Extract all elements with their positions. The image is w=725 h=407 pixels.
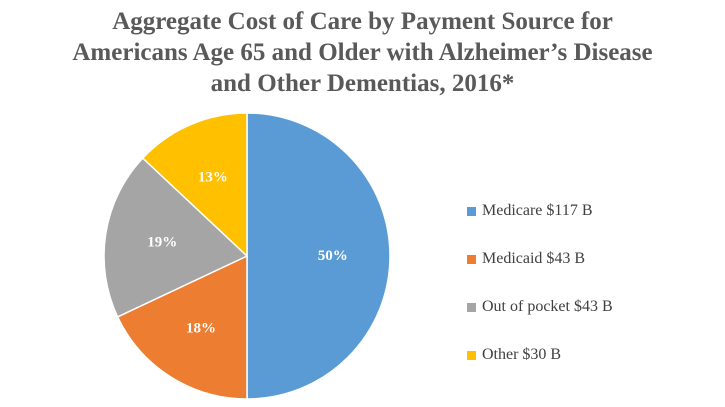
pie-slice-label-0: 50% <box>318 248 348 264</box>
chart-title: Aggregate Cost of Care by Payment Source… <box>0 6 725 99</box>
pie-slice-3 <box>141 112 248 258</box>
chart-title-line-1: Aggregate Cost of Care by Payment Source… <box>112 8 613 35</box>
pie-slice-label-1: 18% <box>186 320 216 336</box>
chart-title-line-2: Americans Age 65 and Older with Alzheime… <box>72 39 653 66</box>
pie-slice-label-2: 19% <box>147 235 177 251</box>
pie-slice-label-3: 13% <box>198 169 228 185</box>
pie-slice-1 <box>116 254 248 400</box>
chart-title-line-3: and Other Dementias, 2016* <box>210 70 515 97</box>
pie-slice-0 <box>246 112 391 400</box>
pie-slice-2 <box>103 157 249 318</box>
